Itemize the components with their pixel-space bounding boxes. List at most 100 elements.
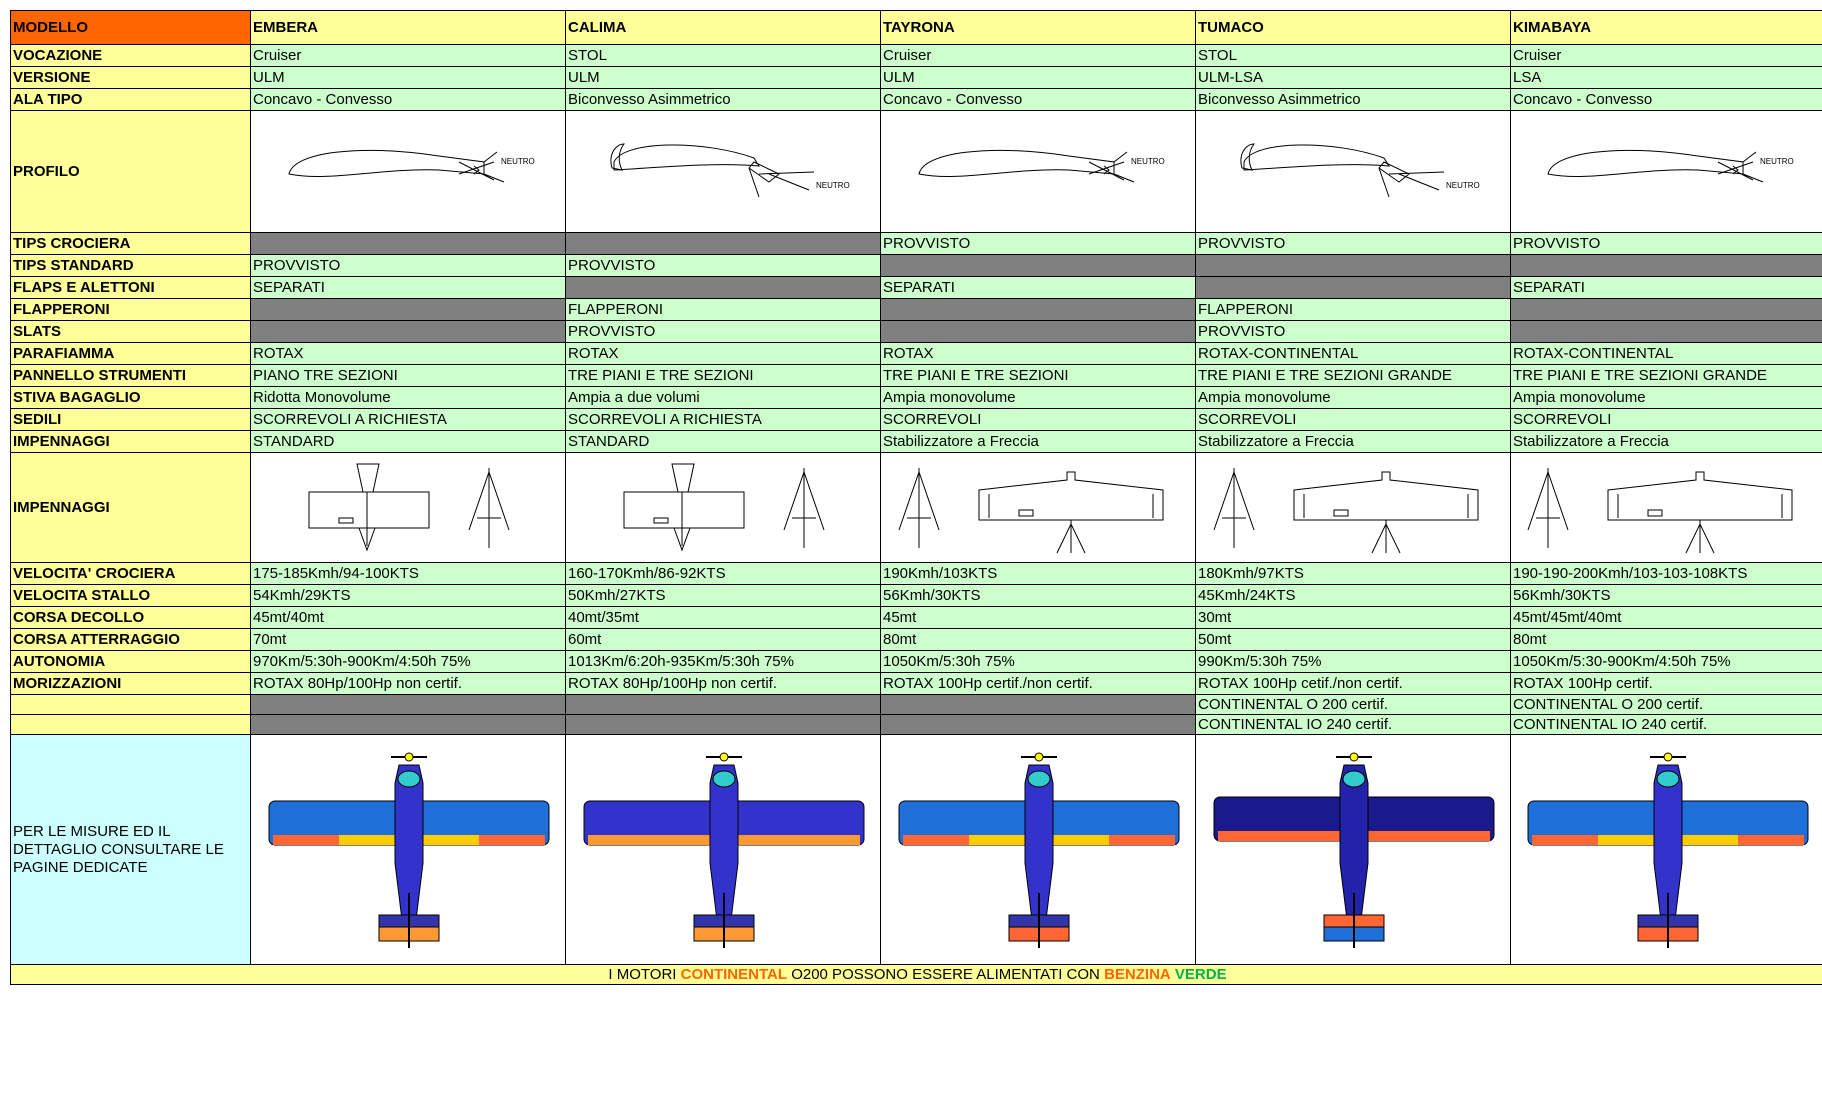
value-cell: 970Km/5:30h-900Km/4:50h 75%	[250, 650, 566, 673]
row-vel-stallo: VELOCITA STALLO 54Kmh/29KTS 50Kmh/27KTS 56K…	[10, 584, 1822, 607]
value-cell: STANDARD	[565, 430, 881, 453]
engine-cell: ROTAX 80Hp/100Hp non certif.	[250, 672, 566, 695]
value-cell: SCORREVOLI A RICHIESTA	[250, 408, 566, 431]
swept-tail-drawing	[1213, 467, 1479, 553]
planform-cell	[250, 734, 566, 965]
footer-note-continental: CONTINENTAL	[680, 965, 788, 983]
value-cell: Biconvesso Asimmetrico	[1195, 88, 1511, 111]
value-cell: FLAPPERONI	[1195, 298, 1511, 321]
row-label: ALA TIPO	[10, 88, 251, 111]
value-cell: STOL	[565, 44, 881, 67]
profile-cell: NEUTRO	[880, 110, 1196, 233]
value-cell: PROVVISTO	[1195, 320, 1511, 343]
value-cell	[1510, 298, 1822, 321]
value-cell: ROTAX-CONTINENTAL	[1195, 342, 1511, 365]
row-label: IMPENNAGGI	[10, 452, 251, 563]
value-cell: ROTAX	[880, 342, 1196, 365]
engine-cell	[250, 714, 566, 735]
model-name-kimabaya: KIMABAYA	[1510, 10, 1822, 45]
comparison-table: MODELLO EMBERA CALIMA TAYRONA TUMACO KIM…	[10, 10, 1822, 985]
row-label: STIVA BAGAGLIO	[10, 386, 251, 409]
value-cell	[250, 298, 566, 321]
value-cell: 1013Km/6:20h-935Km/5:30h 75%	[565, 650, 881, 673]
row-motorizzazioni-2: CONTINENTAL O 200 certif. CONTINENTAL O 2…	[10, 694, 1822, 715]
value-cell: PROVVISTO	[1510, 232, 1822, 255]
row-flaps-alettoni: FLAPS E ALETTONI SEPARATI SEPARATI SEPARATI	[10, 276, 1822, 299]
row-label	[10, 714, 251, 735]
value-cell: ULM	[880, 66, 1196, 89]
value-cell: Ampia a due volumi	[565, 386, 881, 409]
row-label: VELOCITA' CROCIERA	[10, 562, 251, 585]
swept-tail-drawing	[898, 467, 1164, 553]
row-flapperoni: FLAPPERONI FLAPPERONI FLAPPERONI	[10, 298, 1822, 321]
row-label: AUTONOMIA	[10, 650, 251, 673]
value-cell	[250, 232, 566, 255]
neutro-label: NEUTRO	[1131, 157, 1165, 166]
value-cell: 1050Km/5:30-900Km/4:50h 75%	[1510, 650, 1822, 673]
footer-note: I MOTORI CONTINENTAL O200 POSSONO ESSERE…	[10, 964, 1822, 985]
value-cell: PIANO TRE SEZIONI	[250, 364, 566, 387]
value-cell: 50Kmh/27KTS	[565, 584, 881, 607]
value-cell: 80mt	[880, 628, 1196, 651]
value-cell: Cruiser	[250, 44, 566, 67]
row-label: VELOCITA STALLO	[10, 584, 251, 607]
row-profilo: PROFILO NEUTRO NEUTRO NEUTRO NEUTRO NEUTRO	[10, 110, 1822, 233]
value-cell: ULM-LSA	[1195, 66, 1511, 89]
value-cell: 50mt	[1195, 628, 1511, 651]
value-cell: PROVVISTO	[1195, 232, 1511, 255]
tail-cell	[880, 452, 1196, 563]
tail-cell	[1195, 452, 1511, 563]
value-cell: 190-190-200Kmh/103-103-108KTS	[1510, 562, 1822, 585]
neutro-label: NEUTRO	[816, 181, 850, 190]
model-name-calima: CALIMA	[565, 10, 881, 45]
value-cell: Ampia monovolume	[880, 386, 1196, 409]
row-vocazione: VOCAZIONE Cruiser STOL Cruiser STOL Cruiser	[10, 44, 1822, 67]
row-label: MORIZZAZIONI	[10, 672, 251, 695]
value-cell: SEPARATI	[250, 276, 566, 299]
row-motorizzazioni-1: MORIZZAZIONI ROTAX 80Hp/100Hp non certif.…	[10, 672, 1822, 695]
value-cell: SCORREVOLI	[880, 408, 1196, 431]
row-label: PARAFIAMMA	[10, 342, 251, 365]
row-label: SEDILI	[10, 408, 251, 431]
row-label: IMPENNAGGI	[10, 430, 251, 453]
neutro-label: NEUTRO	[501, 157, 535, 166]
value-cell: 160-170Kmh/86-92KTS	[565, 562, 881, 585]
value-cell: TRE PIANI E TRE SEZIONI GRANDE	[1195, 364, 1511, 387]
row-impennaggi: IMPENNAGGI STANDARD STANDARD Stabilizzatore…	[10, 430, 1822, 453]
value-cell: 190Kmh/103KTS	[880, 562, 1196, 585]
row-label: VOCAZIONE	[10, 44, 251, 67]
row-footer-note: I MOTORI CONTINENTAL O200 POSSONO ESSERE…	[10, 964, 1822, 985]
footer-note-part2: O200 POSSONO ESSERE ALIMENTATI CON	[787, 965, 1105, 983]
footer-note-part1: I MOTORI	[608, 965, 681, 983]
profile-cell: NEUTRO	[1195, 110, 1511, 233]
value-cell: SEPARATI	[1510, 276, 1822, 299]
engine-cell	[250, 694, 566, 715]
value-cell: Stabilizzatore a Freccia	[1510, 430, 1822, 453]
value-cell: Ampia monovolume	[1195, 386, 1511, 409]
value-cell	[1195, 254, 1511, 277]
aircraft-planform-drawing	[1527, 752, 1808, 948]
engine-cell: CONTINENTAL O 200 certif.	[1510, 694, 1822, 715]
row-label: PANNELLO STRUMENTI	[10, 364, 251, 387]
airfoil-profile-drawing: NEUTRO	[1546, 149, 1793, 182]
aircraft-planform-drawing	[583, 752, 865, 948]
engine-cell	[880, 694, 1196, 715]
value-cell: Concavo - Convesso	[250, 88, 566, 111]
row-ala-tipo: ALA TIPO Concavo - Convesso Biconvesso Asi…	[10, 88, 1822, 111]
value-cell: STOL	[1195, 44, 1511, 67]
value-cell: PROVVISTO	[880, 232, 1196, 255]
profile-cell: NEUTRO	[565, 110, 881, 233]
value-cell	[565, 232, 881, 255]
value-cell: 56Kmh/30KTS	[880, 584, 1196, 607]
engine-cell: CONTINENTAL IO 240 certif.	[1195, 714, 1511, 735]
row-autonomia: AUTONOMIA 970Km/5:30h-900Km/4:50h 75% 1013…	[10, 650, 1822, 673]
value-cell	[880, 320, 1196, 343]
engine-cell: CONTINENTAL IO 240 certif.	[1510, 714, 1822, 735]
row-corsa-decollo: CORSA DECOLLO 45mt/40mt 40mt/35mt 45mt 30mt 4…	[10, 606, 1822, 629]
value-cell: TRE PIANI E TRE SEZIONI GRANDE	[1510, 364, 1822, 387]
value-cell: 30mt	[1195, 606, 1511, 629]
model-name-tumaco: TUMACO	[1195, 10, 1511, 45]
value-cell: ULM	[250, 66, 566, 89]
value-cell	[880, 298, 1196, 321]
value-cell: TRE PIANI E TRE SEZIONI	[880, 364, 1196, 387]
